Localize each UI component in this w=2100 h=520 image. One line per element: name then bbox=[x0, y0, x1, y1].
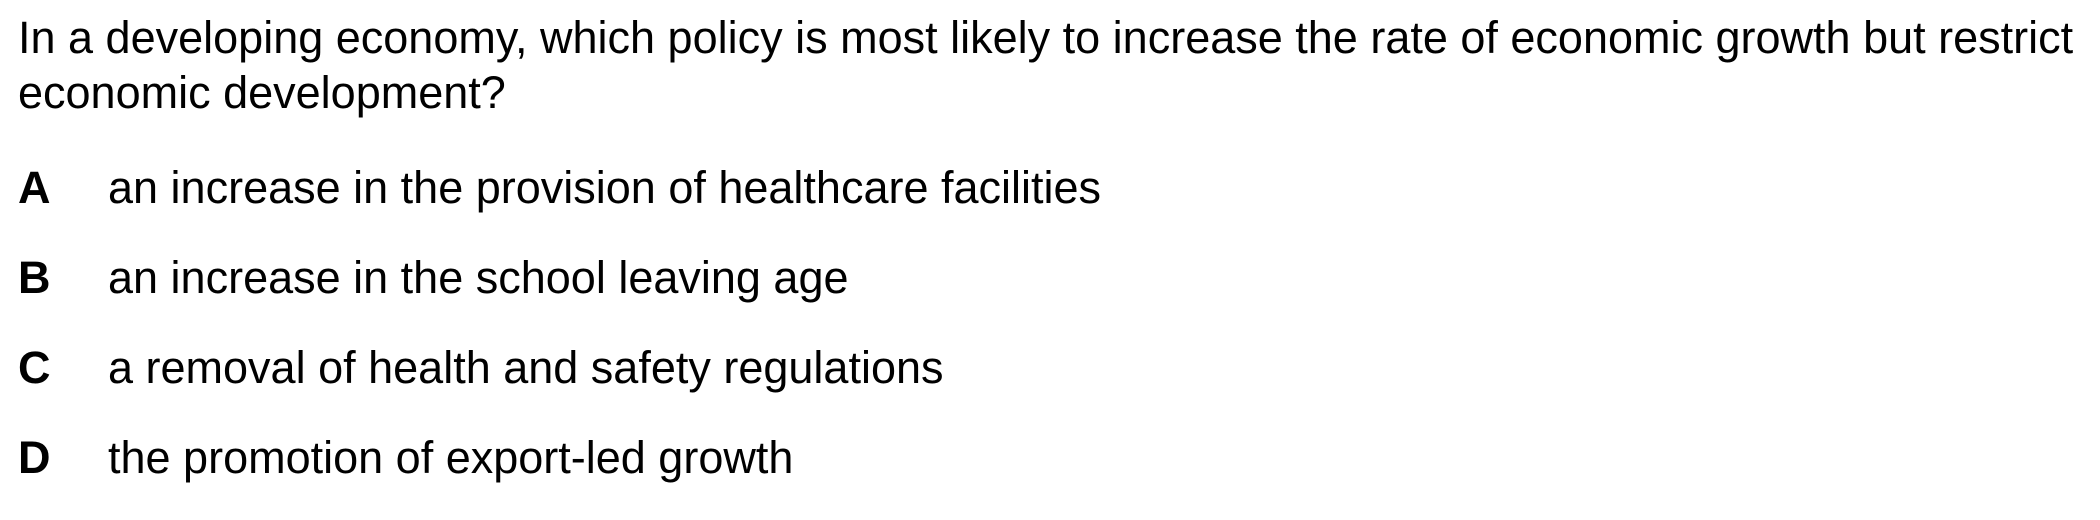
option-b: B an increase in the school leaving age bbox=[18, 250, 1101, 340]
option-letter: C bbox=[18, 342, 51, 393]
question-text: In a developing economy, which policy is… bbox=[18, 12, 2074, 118]
option-text: an increase in the school leaving age bbox=[108, 252, 849, 303]
option-c: C a removal of health and safety regulat… bbox=[18, 340, 1101, 430]
option-text: a removal of health and safety regulatio… bbox=[108, 342, 944, 393]
option-text: an increase in the provision of healthca… bbox=[108, 162, 1102, 213]
answer-options-list: A an increase in the provision of health… bbox=[18, 160, 1101, 520]
option-d: D the promotion of export-led growth bbox=[18, 430, 1101, 520]
option-letter: A bbox=[18, 162, 51, 213]
option-letter: D bbox=[18, 432, 51, 483]
option-letter: B bbox=[18, 252, 51, 303]
option-a: A an increase in the provision of health… bbox=[18, 160, 1101, 250]
option-text: the promotion of export-led growth bbox=[108, 432, 794, 483]
